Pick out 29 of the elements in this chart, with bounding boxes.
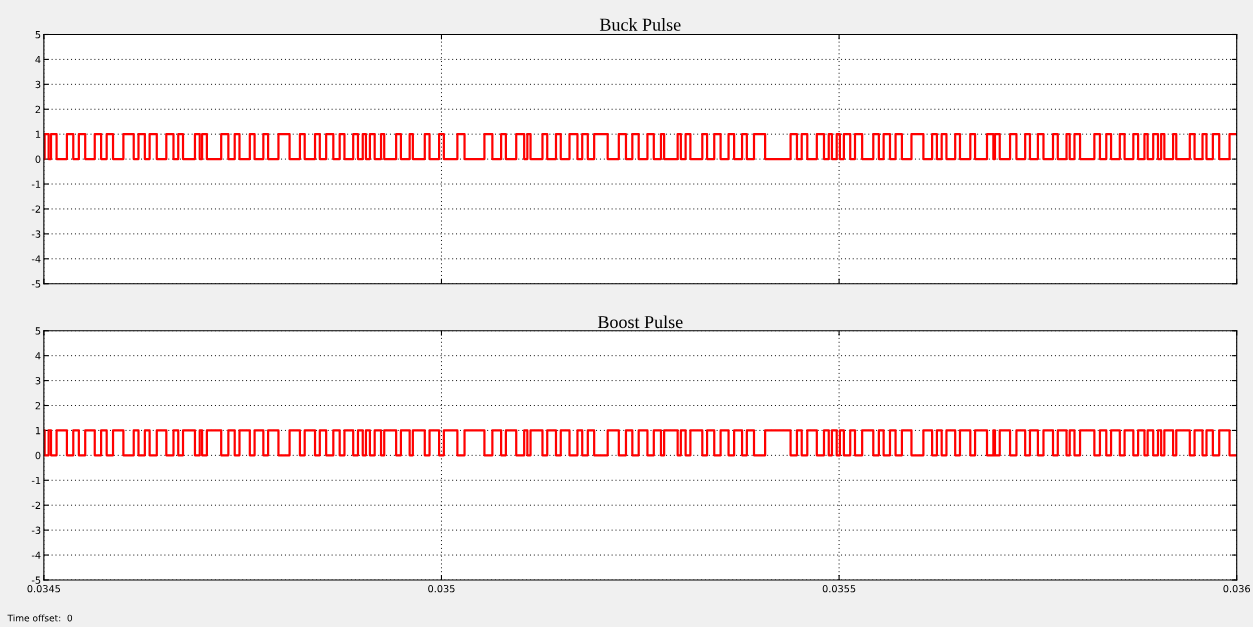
y-tick-label: -1 — [31, 476, 41, 484]
x-tick-label: 0.0345 — [27, 585, 61, 593]
y-tick-label: 5 — [35, 31, 41, 39]
y-tick-label: 2 — [35, 105, 41, 113]
chart-title: Boost Pulse — [597, 315, 683, 329]
chart-title: Buck Pulse — [599, 18, 681, 31]
y-tick-label: -4 — [31, 255, 41, 263]
text: Time offset: 0 — [7, 614, 73, 622]
x-tick-label: 0.035 — [428, 585, 455, 593]
y-tick-label: 0 — [35, 155, 41, 163]
y-tick-label: -4 — [31, 551, 41, 559]
x-tick-label: 0.036 — [1223, 585, 1251, 593]
x-tick-label: 0.0355 — [822, 585, 856, 593]
y-tick-label: -5 — [31, 280, 41, 288]
y-tick-label: 4 — [35, 352, 41, 360]
y-tick-label: -2 — [31, 205, 41, 213]
y-tick-label: 5 — [35, 327, 41, 335]
y-tick-label: 2 — [35, 401, 41, 410]
y-tick-label: -3 — [31, 526, 41, 534]
y-tick-label: 1 — [35, 427, 41, 435]
y-tick-label: -1 — [31, 180, 41, 188]
y-tick-label: -2 — [31, 501, 41, 509]
y-tick-label: 1 — [35, 130, 41, 138]
y-tick-label: -5 — [31, 576, 41, 584]
y-tick-label: 3 — [35, 377, 41, 385]
y-tick-label: 4 — [35, 56, 41, 64]
y-tick-label: -3 — [31, 230, 41, 238]
y-tick-label: 0 — [35, 451, 41, 460]
y-tick-label: 3 — [35, 80, 41, 89]
